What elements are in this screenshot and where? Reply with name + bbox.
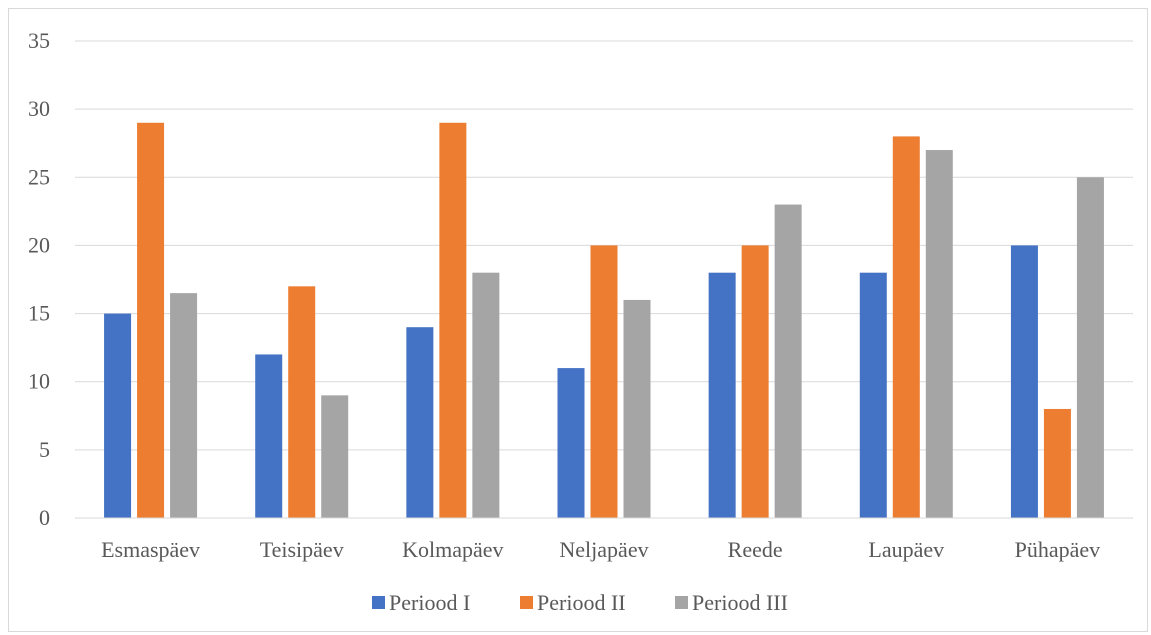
bar-1 [255,354,283,518]
bar-1 [104,313,132,518]
y-tick-label: 0 [39,505,50,530]
x-tick-label: Neljapäev [559,537,648,562]
x-tick-label: Pühapäev [1015,537,1101,562]
bar-2 [288,286,316,518]
x-tick-label: Laupäev [868,537,944,562]
bar-2 [137,122,165,519]
bar-1 [1010,245,1038,518]
y-tick-label: 30 [28,96,50,121]
bar-3 [472,272,500,518]
legend-swatch [675,596,688,609]
gridlines [75,40,1133,451]
bar-2 [1043,408,1071,518]
y-tick-label: 35 [28,28,50,53]
x-axis-tick-labels: Esmaspäev Teisipäev Kolmapäev Neljapäev Reed… [101,537,1100,562]
bars [104,122,1104,519]
legend: Periood I Periood II Periood III [372,590,788,615]
legend-label: Periood II [537,590,626,615]
y-tick-label: 20 [28,232,50,257]
bar-2 [439,122,467,519]
chart-frame [8,8,1148,632]
y-tick-label: 25 [28,164,50,189]
bar-1 [406,327,434,518]
bar-2 [590,245,618,518]
x-tick-label: Reede [728,537,783,562]
bar-3 [623,299,651,518]
y-tick-label: 10 [28,369,50,394]
y-axis-tick-labels: 0 5 10 15 20 25 30 35 [28,28,50,530]
bar-3 [321,395,349,518]
bar-3 [170,293,198,518]
bar-1 [557,368,585,518]
x-tick-label: Kolmapäev [402,537,503,562]
bar-2 [892,136,920,518]
bar-3 [1076,177,1104,519]
legend-label: Periood III [692,590,788,615]
legend-label: Periood I [389,590,470,615]
y-tick-label: 15 [28,301,50,326]
bar-3 [925,150,953,518]
legend-swatch [372,596,385,609]
legend-swatch [520,596,533,609]
bar-1 [859,272,887,518]
y-tick-label: 5 [39,437,50,462]
bar-1 [708,272,736,518]
x-tick-label: Teisipäev [260,537,344,562]
bar-2 [741,245,769,518]
bar-3 [774,204,802,519]
x-tick-label: Esmaspäev [101,537,200,562]
